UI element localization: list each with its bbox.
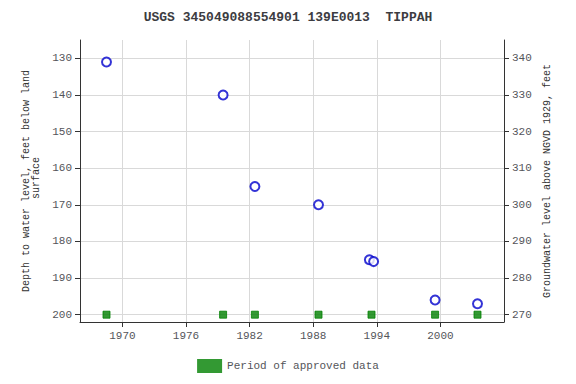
svg-text:300: 300 [512, 199, 532, 211]
svg-text:280: 280 [512, 272, 532, 284]
svg-text:surface: surface [31, 157, 42, 205]
svg-text:160: 160 [52, 162, 72, 174]
svg-text:1982: 1982 [236, 330, 262, 342]
svg-text:1994: 1994 [364, 330, 391, 342]
svg-text:310: 310 [512, 162, 532, 174]
svg-text:1970: 1970 [109, 330, 135, 342]
svg-text:270: 270 [512, 309, 532, 321]
svg-text:USGS 345049088554901 139E0013: USGS 345049088554901 139E0013 TIPPAH [144, 10, 433, 25]
svg-text:140: 140 [52, 89, 72, 101]
svg-text:330: 330 [512, 89, 532, 101]
svg-text:200: 200 [52, 309, 72, 321]
svg-text:130: 130 [52, 52, 72, 64]
svg-text:1976: 1976 [173, 330, 199, 342]
svg-text:150: 150 [52, 126, 72, 138]
svg-text:Period of approved data: Period of approved data [227, 360, 379, 372]
svg-text:Depth to water level, feet bel: Depth to water level, feet below land [20, 70, 32, 292]
svg-text:1988: 1988 [300, 330, 326, 342]
svg-text:340: 340 [512, 52, 532, 64]
svg-text:290: 290 [512, 235, 532, 247]
svg-text:180: 180 [52, 235, 72, 247]
svg-text:Groundwater level above NGVD 1: Groundwater level above NGVD 1929, feet [542, 64, 553, 298]
svg-text:2000: 2000 [427, 330, 453, 342]
svg-text:170: 170 [52, 199, 72, 211]
svg-text:190: 190 [52, 272, 72, 284]
svg-text:320: 320 [512, 126, 532, 138]
